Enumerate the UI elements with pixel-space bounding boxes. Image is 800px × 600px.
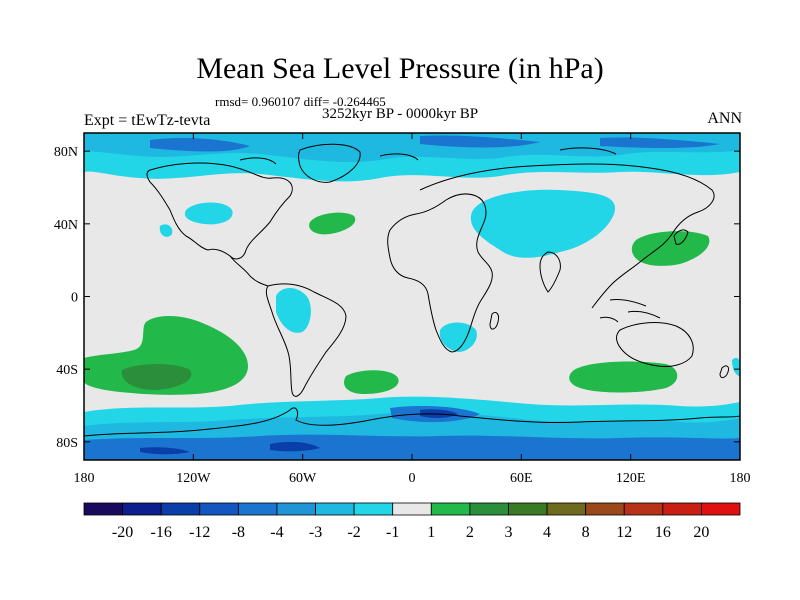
north-america-low-anomaly — [184, 202, 233, 225]
latitude-axis: 80N 40N 0 40S 80S — [54, 145, 740, 451]
colorbar-label: -20 — [112, 524, 133, 541]
lat-tick-label: 80N — [54, 145, 78, 160]
asia-low-anomaly — [470, 189, 616, 258]
lat-tick-label: 40S — [56, 363, 78, 378]
season-label: ANN — [707, 110, 742, 127]
period-text: 3252kyr BP - 0000kyr BP — [322, 106, 479, 122]
colorbar-label: -4 — [270, 524, 283, 541]
colorbar-label: -8 — [232, 524, 245, 541]
colorbar-label: 1 — [427, 524, 435, 541]
colorbar-label: -16 — [151, 524, 172, 541]
colorbar-box — [83, 502, 123, 516]
colorbar-label: 3 — [504, 524, 512, 541]
east-edge-low-spot — [732, 357, 740, 376]
lon-tick-label: 180 — [730, 471, 751, 486]
colorbar-box — [237, 502, 278, 516]
colorbar-label: -12 — [189, 524, 210, 541]
colorbar-box — [469, 502, 509, 516]
colorbar-box — [276, 502, 316, 516]
map-title: Mean Sea Level Pressure (in hPa) — [196, 52, 604, 85]
lon-tick-label: 120W — [176, 471, 211, 486]
colorbar-label: 8 — [582, 524, 590, 541]
north-atlantic-high-anomaly — [309, 212, 356, 235]
colorbar-label: 20 — [693, 524, 709, 541]
lon-tick-label: 60W — [289, 471, 317, 486]
west-pacific-high-anomaly — [631, 231, 710, 266]
colorbar-boxes — [83, 502, 741, 516]
colorbar-label: 2 — [466, 524, 474, 541]
colorbar-box — [199, 502, 239, 516]
lon-tick-label: 120E — [616, 471, 646, 486]
colorbar-labels: -20 -16 -12 -8 -4 -3 -2 -1 1 2 3 4 8 12 16 20 — [112, 524, 709, 541]
small-low-spot — [159, 224, 173, 237]
colorbar-label: 4 — [543, 524, 551, 541]
indian-ocean-high-anomaly — [569, 361, 678, 393]
colorbar-label: -1 — [386, 524, 399, 541]
colorbar-box — [430, 502, 471, 516]
southern-africa-low-anomaly — [439, 322, 477, 352]
colorbar-box — [160, 502, 201, 516]
lon-tick-label: 60E — [510, 471, 533, 486]
lat-tick-label: 80S — [56, 436, 78, 451]
lat-tick-label: 40N — [54, 218, 78, 233]
stats-text: rmsd= 0.960107 diff= -0.264465 — [215, 94, 386, 109]
colorbar-box — [508, 502, 548, 516]
colorbar-label: -2 — [347, 524, 360, 541]
colorbar-box — [623, 502, 664, 516]
colorbar-box — [546, 502, 587, 516]
south-pacific-high-core — [121, 364, 192, 390]
arctic-anomaly — [84, 133, 740, 182]
antarctic-anomaly — [84, 396, 740, 460]
coastlines — [84, 143, 740, 437]
south-america-low-anomaly — [276, 287, 311, 333]
colorbar-box — [585, 502, 625, 516]
south-atlantic-high-anomaly — [344, 370, 399, 394]
colorbar-label: 16 — [655, 524, 671, 541]
lon-tick-label: 180 — [74, 471, 95, 486]
colorbar-box — [392, 502, 432, 516]
colorbar-box — [701, 502, 741, 516]
longitude-axis: 180 120W 60W 0 60E 120E 180 — [74, 133, 751, 486]
colorbar-box — [122, 502, 162, 516]
map-field — [84, 133, 740, 460]
colorbar-label: -3 — [309, 524, 322, 541]
colorbar-box — [315, 502, 355, 516]
colorbar-box — [662, 502, 702, 516]
colorbar-label: 12 — [616, 524, 632, 541]
experiment-label: Expt = tEwTz-tevta — [84, 112, 211, 129]
lon-tick-label: 0 — [409, 471, 416, 486]
colorbar-box — [353, 502, 394, 516]
lat-tick-label: 0 — [71, 291, 78, 306]
